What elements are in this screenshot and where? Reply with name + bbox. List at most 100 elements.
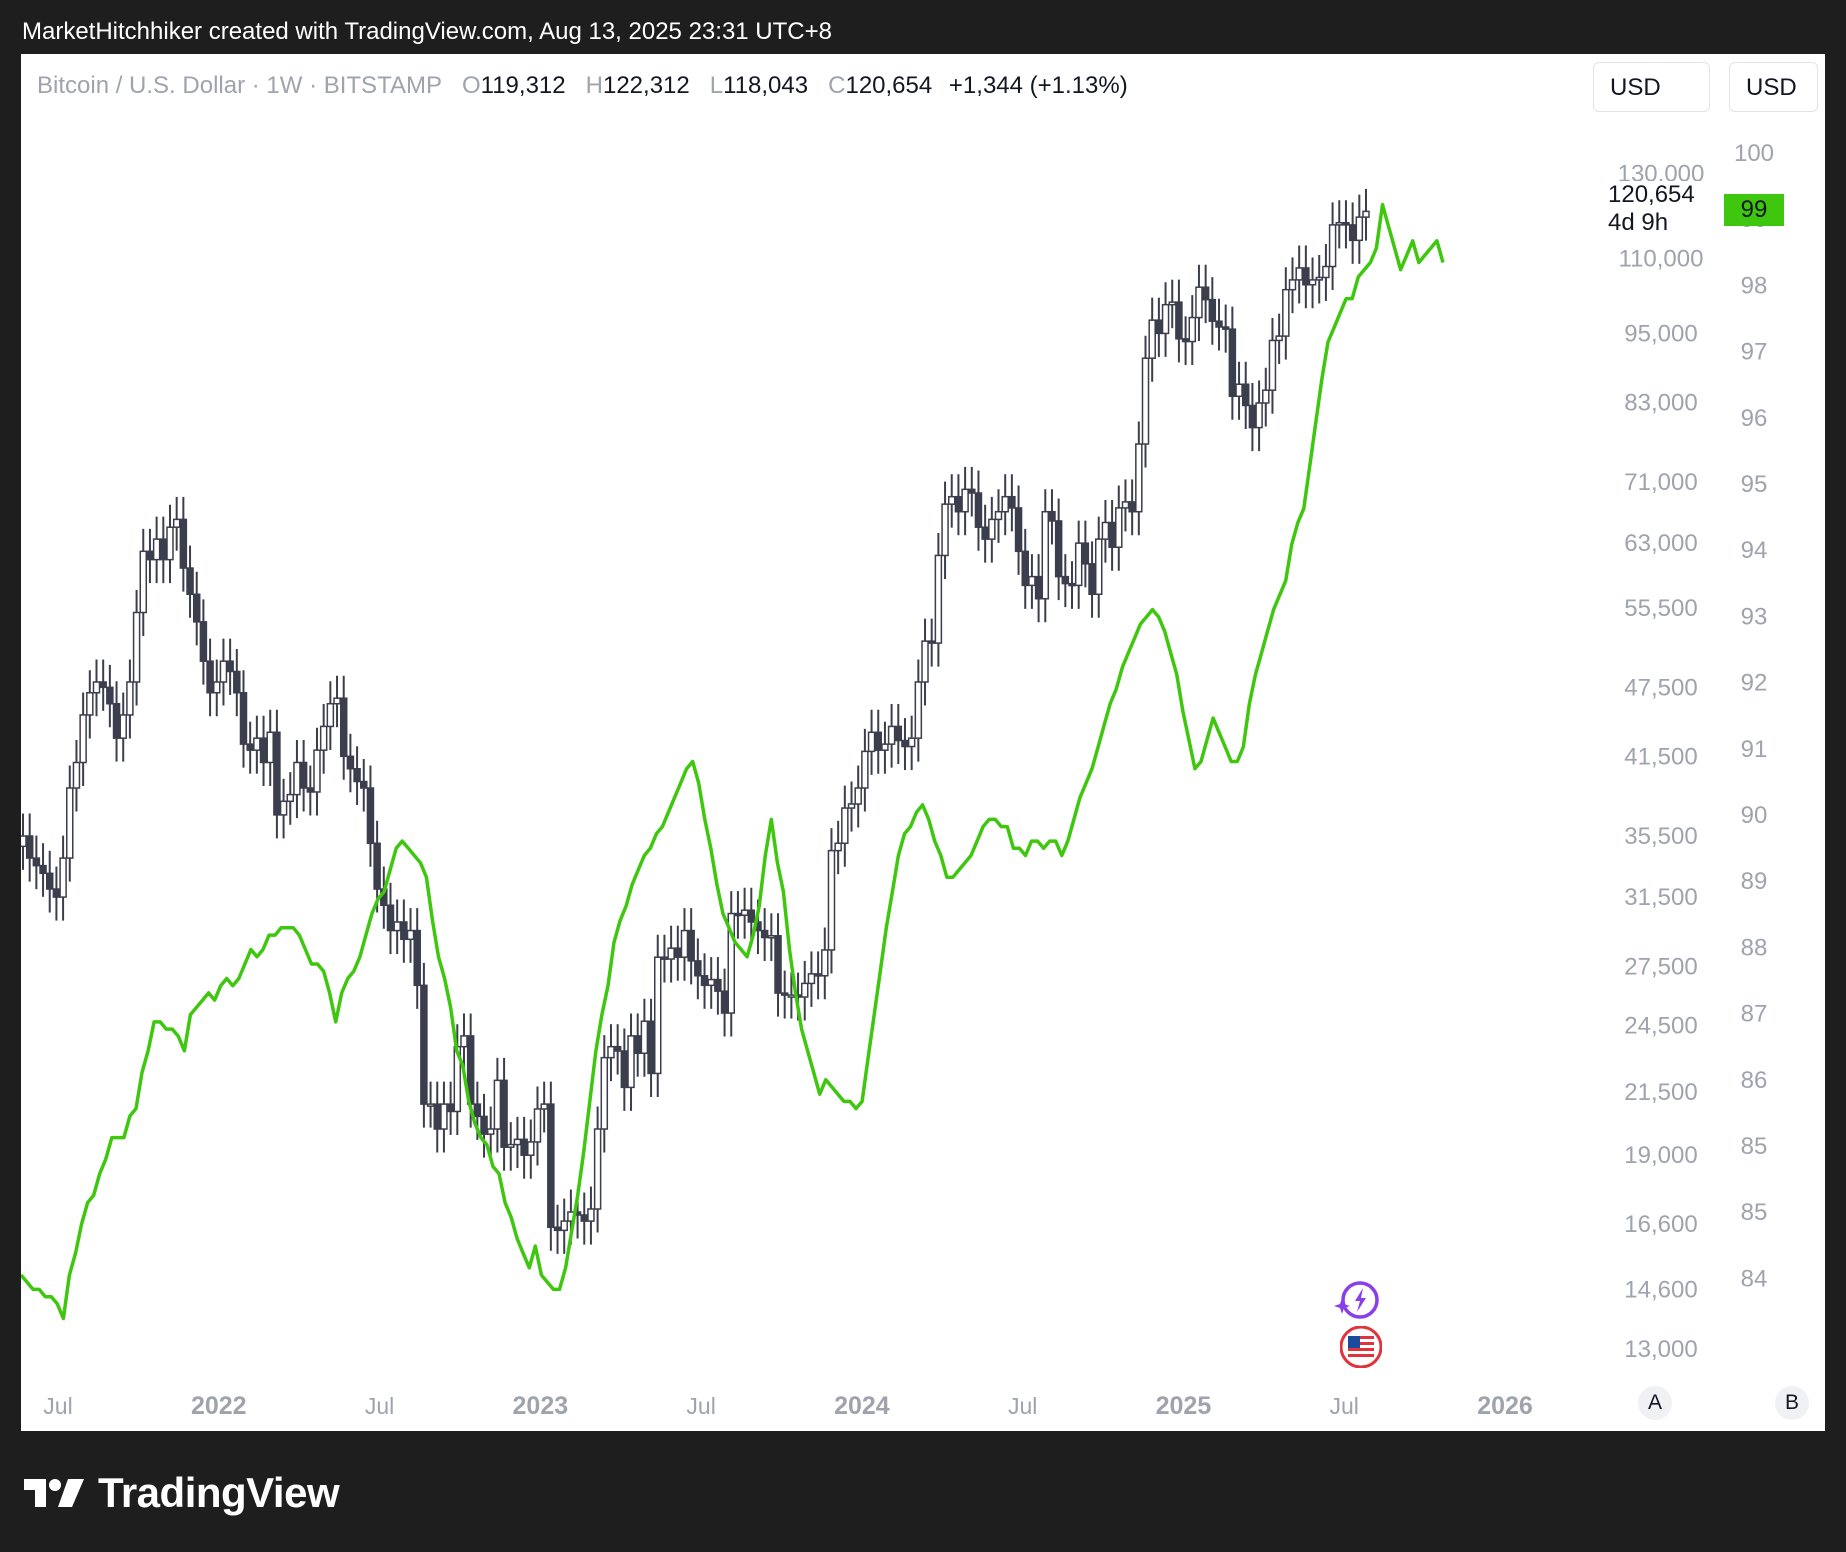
- candle-body: [1181, 338, 1190, 343]
- candle-body: [981, 526, 989, 540]
- candle-body: [313, 749, 321, 793]
- bar-countdown: 4d 9h: [1608, 209, 1669, 236]
- right-axis-tick-label: 89: [1741, 868, 1768, 895]
- tradingview-logo-icon: [24, 1479, 84, 1507]
- candle-body: [199, 621, 208, 662]
- candle-body: [988, 518, 996, 540]
- candle-body: [861, 750, 869, 789]
- candle-body: [373, 842, 381, 890]
- candle-body: [1302, 267, 1310, 286]
- candle-body: [21, 835, 27, 848]
- candle-body: [654, 956, 662, 1075]
- legend-close-key: C: [828, 72, 846, 99]
- candle-body: [613, 1045, 622, 1052]
- candle-body: [306, 787, 315, 793]
- candle-body: [1115, 507, 1123, 548]
- left-axis-tick-label: 21,500: [1624, 1079, 1697, 1106]
- candle-body: [159, 538, 168, 561]
- candle-body: [1342, 221, 1350, 226]
- candle-body: [440, 1103, 448, 1130]
- candle-body: [814, 973, 822, 977]
- time-axis-label: 2023: [513, 1392, 569, 1420]
- candle-body: [1228, 328, 1237, 398]
- candle-body: [86, 691, 94, 716]
- legend-change: +1,344 (+1.13%): [948, 72, 1128, 99]
- candle-body: [1094, 538, 1103, 596]
- candle-body: [821, 949, 829, 977]
- currency-button-right-axis[interactable]: USD: [1729, 62, 1818, 112]
- candle-body: [186, 567, 194, 596]
- candle-body: [132, 611, 141, 683]
- candle-body: [547, 1103, 555, 1228]
- left-axis-tick-label: 24,500: [1624, 1012, 1697, 1039]
- legend-close: 120,654: [845, 72, 933, 99]
- candle-body: [841, 807, 849, 845]
- candle-body: [139, 550, 148, 614]
- candle-body: [1014, 507, 1023, 553]
- last-price-value: 120,654: [1608, 181, 1695, 208]
- candle-body: [219, 660, 228, 683]
- candle-body: [593, 1128, 602, 1210]
- right-axis-tick-label: 92: [1741, 670, 1768, 697]
- left-axis-tick-label: 71,000: [1624, 469, 1697, 496]
- candle-body: [767, 935, 776, 939]
- legend-open-key: O: [461, 72, 481, 99]
- left-axis-tick-label: 13,000: [1624, 1336, 1697, 1363]
- candle-body: [734, 912, 742, 917]
- candle-body: [740, 909, 749, 916]
- legend-high-key: H: [585, 72, 603, 99]
- candle-body: [206, 660, 214, 694]
- candle-body: [1041, 510, 1050, 600]
- candle-body: [1262, 389, 1270, 404]
- candle-body: [540, 1103, 548, 1110]
- candle-body: [1268, 339, 1277, 391]
- scale-b-button[interactable]: B: [1775, 1386, 1809, 1420]
- candle-body: [253, 737, 261, 751]
- us-flag-icon[interactable]: [1339, 1325, 1383, 1369]
- candle-body: [1028, 575, 1036, 587]
- candle-body: [1068, 582, 1076, 587]
- right-axis-tick-label: 85: [1741, 1133, 1768, 1160]
- candle-body: [473, 1103, 482, 1118]
- left-axis-tick-label: 35,500: [1624, 823, 1697, 850]
- candle-body: [1088, 563, 1096, 596]
- right-axis-tick-label: 97: [1741, 339, 1768, 366]
- candle-body: [727, 912, 735, 1014]
- candle-body: [667, 947, 675, 960]
- right-axis-tick-label: 87: [1741, 1001, 1768, 1028]
- candle-body: [486, 1128, 495, 1135]
- candle-body: [79, 714, 87, 764]
- candle-body: [266, 731, 274, 764]
- tradingview-logo[interactable]: TradingView: [24, 1468, 340, 1518]
- candle-body: [513, 1138, 522, 1146]
- candle-body: [1221, 326, 1230, 330]
- candle-body: [647, 1020, 655, 1075]
- candle-body: [1201, 286, 1210, 301]
- candle-body: [714, 978, 722, 992]
- candle-body: [1008, 495, 1016, 509]
- candle-body: [480, 1115, 488, 1135]
- time-axis-label: Jul: [1008, 1393, 1037, 1419]
- candle-body: [1135, 443, 1143, 513]
- currency-button-left-axis[interactable]: USD: [1593, 62, 1710, 112]
- auto-scale-button[interactable]: A: [1638, 1386, 1672, 1420]
- sparkle-bolt-icon[interactable]: [1334, 1279, 1379, 1321]
- tradingview-wordmark: TradingView: [98, 1469, 340, 1516]
- symbol-legend: Bitcoin / U.S. Dollar · 1W · BITSTAMP O 1…: [37, 72, 1128, 100]
- chart-svg[interactable]: 130,000110,00095,00083,00071,00063,00055…: [21, 54, 1825, 1431]
- candle-body: [553, 1226, 562, 1232]
- candle-body: [99, 681, 107, 689]
- candle-body: [233, 670, 241, 694]
- candle-body: [339, 697, 348, 758]
- candle-body: [112, 702, 121, 739]
- candle-body: [1288, 279, 1297, 291]
- candle-body: [1175, 301, 1183, 340]
- chart-panel[interactable]: 130,000 110,000 95,000 83,000 71,000 63,000 55…: [21, 54, 1825, 1431]
- candle-body: [633, 1035, 642, 1054]
- legend-symbol[interactable]: Bitcoin / U.S. Dollar · 1W · BITSTAMP: [37, 72, 442, 99]
- candle-body: [827, 849, 836, 951]
- candle-body: [213, 681, 221, 694]
- candle-body: [787, 994, 796, 998]
- right-axis-tick-label: 95: [1741, 471, 1768, 498]
- candle-body: [293, 761, 301, 796]
